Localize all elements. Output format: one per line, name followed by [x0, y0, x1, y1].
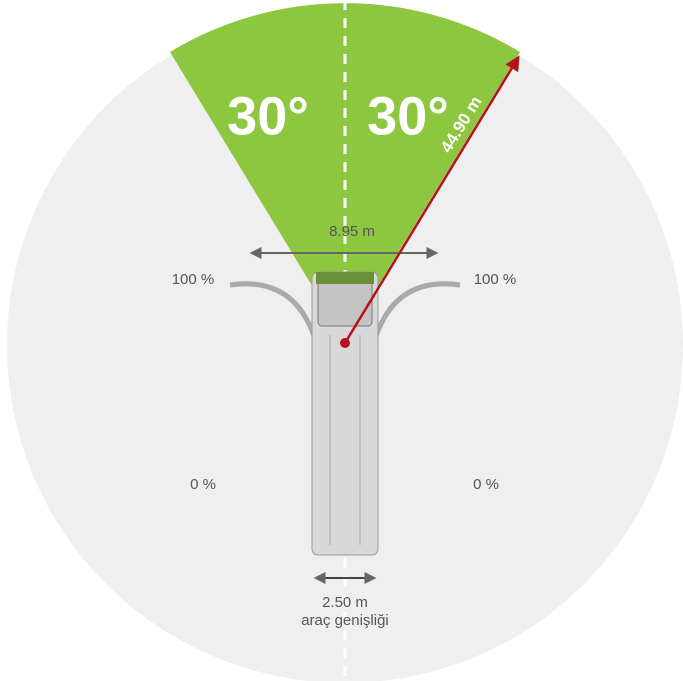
- vehicle: [311, 271, 379, 556]
- angle-label: 30°: [367, 86, 449, 146]
- swept-width-label: 8.95 m: [329, 223, 375, 240]
- side-label: 100 %: [474, 271, 517, 288]
- vehicle-width-label: 2.50 m: [322, 594, 368, 611]
- pivot: [340, 338, 350, 348]
- side-label: 0 %: [473, 476, 499, 493]
- radius-arrow: [343, 55, 520, 344]
- side-label: 0 %: [190, 476, 216, 493]
- vehicle-caption: araç genişliği: [301, 612, 389, 629]
- side-label: 100 %: [172, 271, 215, 288]
- angle-label: 30°: [227, 86, 309, 146]
